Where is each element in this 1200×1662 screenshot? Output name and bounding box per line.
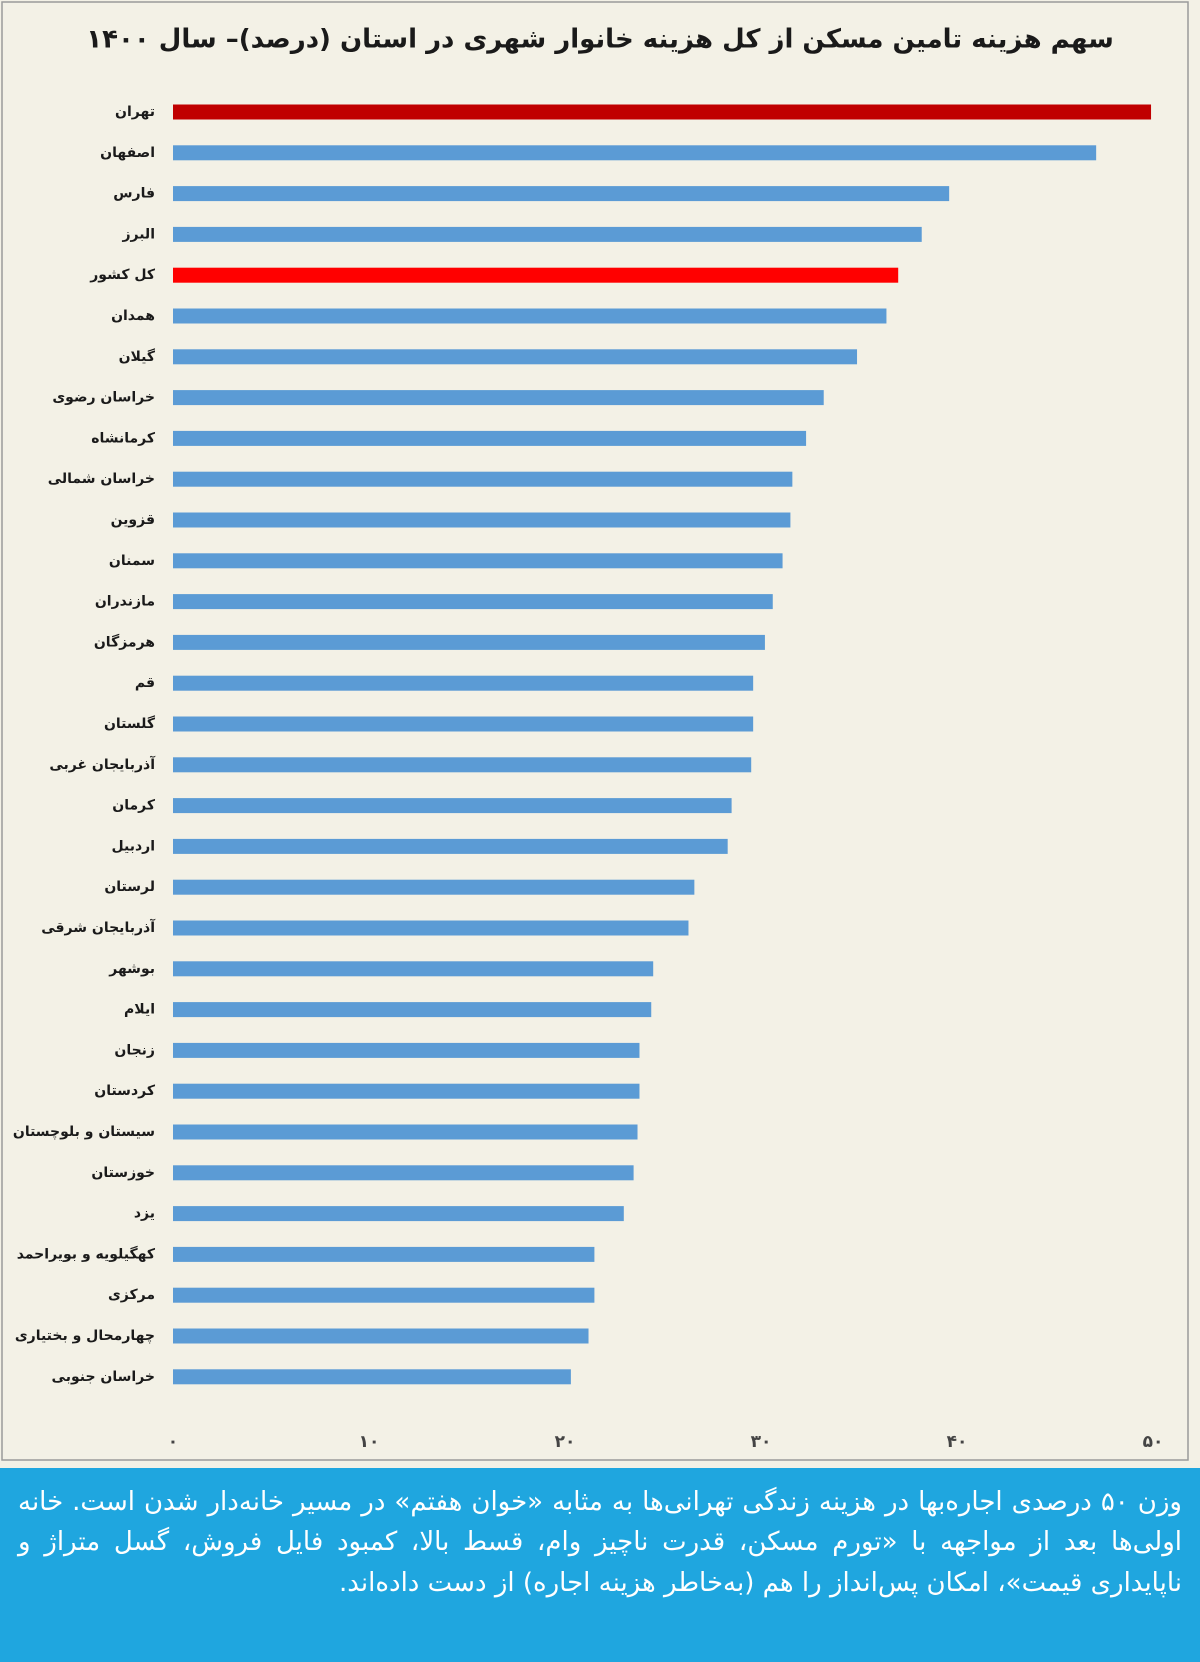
y-tick-label: مرکزی (108, 1287, 155, 1303)
bar (173, 1206, 624, 1222)
y-tick-label: بوشهر (108, 961, 155, 977)
bar (173, 1124, 638, 1140)
bar (173, 471, 793, 487)
y-tick-label: همدان (111, 308, 155, 324)
bar (173, 675, 754, 691)
bar (173, 186, 950, 202)
bar (173, 430, 807, 446)
chart: سهم هزینه تامین مسکن از کل هزینه خانوار … (1, 1, 1189, 1461)
x-tick-label: ۰ (168, 1432, 178, 1452)
bar (173, 1328, 589, 1344)
bar (173, 634, 765, 650)
y-tick-label: البرز (121, 226, 155, 242)
bar (173, 308, 887, 324)
y-tick-label: کهگیلویه و بویراحمد (17, 1245, 156, 1262)
x-tick-label: ۳۰ (751, 1432, 772, 1452)
bar (173, 1083, 640, 1099)
y-tick-label: کل کشور (89, 267, 156, 283)
bar (173, 920, 689, 936)
y-tick-label: ایلام (124, 1002, 155, 1018)
y-tick-label: سمنان (109, 553, 155, 569)
y-tick-label: سیستان و بلوچستان (13, 1124, 155, 1140)
y-tick-label: لرستان (104, 879, 155, 895)
y-tick-label: اصفهان (100, 145, 155, 161)
x-tick-label: ۲۰ (555, 1432, 576, 1452)
y-tick-label: آذربایجان شرقی (41, 918, 156, 936)
bar (173, 226, 922, 242)
bar (173, 349, 858, 365)
bar (173, 1369, 571, 1385)
y-tick-label: کرمان (112, 798, 156, 814)
bar (173, 1042, 640, 1058)
y-tick-label: گیلان (119, 348, 156, 365)
y-tick-label: هرمزگان (94, 633, 155, 650)
bar (173, 145, 1097, 161)
bar (173, 716, 754, 732)
y-tick-label: قزوین (111, 512, 155, 528)
bar (173, 104, 1152, 120)
bar (173, 879, 695, 895)
bar (173, 390, 824, 406)
bar (173, 594, 773, 610)
bar (173, 798, 732, 814)
bar (173, 1002, 652, 1018)
y-tick-label: مازندران (95, 594, 155, 610)
chart-title: سهم هزینه تامین مسکن از کل هزینه خانوار … (86, 25, 1114, 55)
y-tick-label: خراسان شمالی (48, 471, 155, 487)
bar (173, 553, 783, 569)
x-tick-label: ۵۰ (1143, 1432, 1164, 1452)
y-tick-label: کرمانشاه (91, 430, 156, 446)
bar (173, 961, 654, 977)
y-tick-label: اردبیل (111, 838, 155, 854)
y-tick-label: آذربایجان غربی (49, 755, 156, 773)
y-tick-label: خراسان رضوی (52, 390, 155, 406)
bar (173, 838, 728, 854)
y-tick-label: چهارمحال و بختیاری (15, 1328, 155, 1344)
bar (173, 512, 791, 528)
y-tick-label: گلستان (104, 715, 156, 732)
y-tick-label: تهران (115, 104, 155, 120)
y-tick-label: قم (135, 675, 155, 691)
bar (173, 1246, 595, 1262)
bar (173, 757, 752, 773)
y-tick-label: کردستان (94, 1083, 156, 1099)
bar (173, 267, 899, 283)
x-tick-label: ۴۰ (947, 1432, 968, 1452)
y-tick-label: خراسان جنوبی (52, 1369, 155, 1385)
caption: وزن ۵۰ درصدی اجاره‌بها در هزینه زندگی ته… (0, 1468, 1200, 1662)
y-tick-label: زنجان (114, 1042, 155, 1058)
bar (173, 1287, 595, 1303)
y-tick-label: یزد (134, 1206, 155, 1222)
bar (173, 1165, 634, 1181)
y-tick-label: فارس (113, 186, 155, 202)
x-tick-label: ۱۰ (359, 1432, 380, 1452)
y-tick-label: خوزستان (91, 1165, 155, 1181)
